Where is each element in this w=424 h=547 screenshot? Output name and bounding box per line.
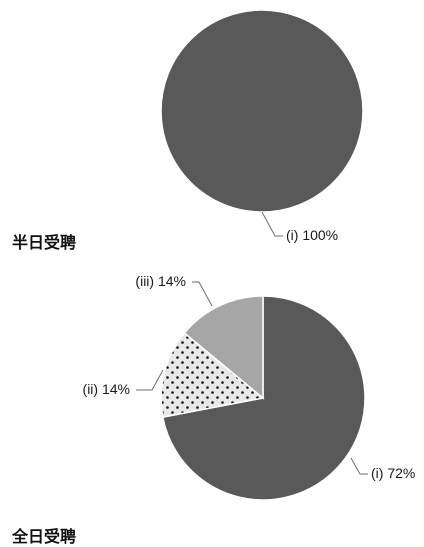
leader-line-1-2 xyxy=(192,281,213,307)
pie-slice-1-2 xyxy=(183,295,264,400)
chart-title-full-day: 全日受聘 xyxy=(11,527,76,546)
slice-label-1-1: (ii) 14% xyxy=(83,381,130,397)
slice-label-1-2: (iii) 14% xyxy=(135,273,186,289)
pie-slice-1-1 xyxy=(160,331,265,418)
leader-line-1-0 xyxy=(350,457,368,475)
pie-slice-0-0 xyxy=(160,9,364,213)
chart-title-half-day: 半日受聘 xyxy=(12,233,76,252)
leader-line-1-1 xyxy=(136,369,164,391)
slice-label-0-0: (i) 100% xyxy=(286,227,338,243)
slice-label-1-0: (i) 72% xyxy=(371,465,415,481)
pie-chart-full-day: (i) 72% (ii) 14% (iii) 14% xyxy=(83,273,415,501)
leader-line-0-0 xyxy=(261,211,283,237)
pie-chart-half-day: (i) 100% xyxy=(160,9,364,243)
